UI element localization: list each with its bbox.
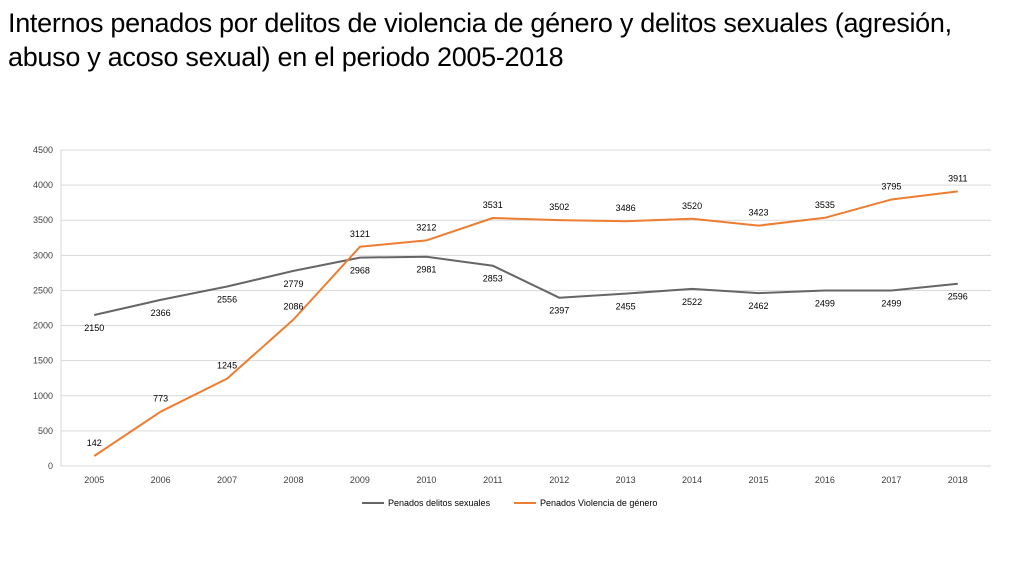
x-tick-label: 2012 xyxy=(549,475,569,485)
data-label: 1245 xyxy=(217,361,237,371)
x-axis-ticks: 2005 2006 2007 2008 2009 2010 2011 2012 2013 2014… xyxy=(84,475,968,485)
data-label: 2086 xyxy=(283,302,303,312)
data-label: 3212 xyxy=(416,222,436,232)
data-label: 3423 xyxy=(748,208,768,218)
x-tick-label: 2014 xyxy=(682,475,702,485)
y-tick-label: 3000 xyxy=(33,250,53,260)
x-tick-label: 2017 xyxy=(881,475,901,485)
x-tick-label: 2010 xyxy=(416,475,436,485)
data-label: 2968 xyxy=(350,266,370,276)
data-label: 3502 xyxy=(549,202,569,212)
y-tick-label: 0 xyxy=(48,461,53,471)
data-label: 2462 xyxy=(748,301,768,311)
data-label: 3486 xyxy=(616,203,636,213)
data-label: 3520 xyxy=(682,201,702,211)
legend-item-1: Penados delitos sexuales xyxy=(362,498,491,508)
y-tick-label: 2000 xyxy=(33,321,53,331)
data-label: 2779 xyxy=(283,279,303,289)
data-label: 2522 xyxy=(682,297,702,307)
data-label: 2499 xyxy=(881,299,901,309)
chart-gridlines xyxy=(60,149,991,467)
data-label: 3121 xyxy=(350,229,370,239)
chart-series xyxy=(93,190,958,457)
y-tick-label: 4500 xyxy=(33,145,53,155)
x-tick-label: 2006 xyxy=(151,475,171,485)
x-tick-label: 2016 xyxy=(815,475,835,485)
legend-item-2: Penados Violencia de género xyxy=(514,498,657,508)
chart-data-labels: 2150 2366 2556 2779 2968 2981 2853 2397 2455 2522… xyxy=(84,173,968,448)
data-label: 2596 xyxy=(948,292,968,302)
data-label: 2499 xyxy=(815,299,835,309)
chart-legend: Penados delitos sexuales Penados Violenci… xyxy=(362,498,657,508)
y-tick-label: 500 xyxy=(38,426,53,436)
x-tick-label: 2015 xyxy=(748,475,768,485)
data-label: 773 xyxy=(153,394,168,404)
x-tick-label: 2018 xyxy=(948,475,968,485)
legend-label: Penados delitos sexuales xyxy=(388,498,491,508)
data-label: 3795 xyxy=(881,182,901,192)
data-label: 2455 xyxy=(616,302,636,312)
data-label: 142 xyxy=(87,438,102,448)
y-tick-label: 1500 xyxy=(33,356,53,366)
series-line-1 xyxy=(93,255,958,316)
legend-label: Penados Violencia de género xyxy=(540,498,657,508)
y-axis-ticks: 0 500 1000 1500 2000 2500 3000 3500 4000 4500 xyxy=(33,145,53,471)
series-line-2 xyxy=(93,190,958,457)
x-tick-label: 2007 xyxy=(217,475,237,485)
x-tick-label: 2008 xyxy=(283,475,303,485)
x-tick-label: 2013 xyxy=(616,475,636,485)
x-tick-label: 2011 xyxy=(483,475,502,485)
data-label: 2556 xyxy=(217,295,237,305)
page-title: Internos penados por delitos de violenci… xyxy=(8,8,952,72)
data-label: 2397 xyxy=(549,306,569,316)
data-label: 2853 xyxy=(483,274,503,284)
y-tick-label: 2500 xyxy=(33,285,53,295)
x-tick-label: 2009 xyxy=(350,475,370,485)
data-label: 3535 xyxy=(815,200,835,210)
y-tick-label: 1000 xyxy=(33,391,53,401)
data-label: 3531 xyxy=(483,200,503,210)
y-tick-label: 3500 xyxy=(33,215,53,225)
data-label: 2981 xyxy=(416,265,436,275)
data-label: 2366 xyxy=(151,308,171,318)
y-tick-label: 4000 xyxy=(33,180,53,190)
x-tick-label: 2005 xyxy=(84,475,104,485)
data-label: 2150 xyxy=(84,323,104,333)
data-label: 3911 xyxy=(948,173,967,183)
